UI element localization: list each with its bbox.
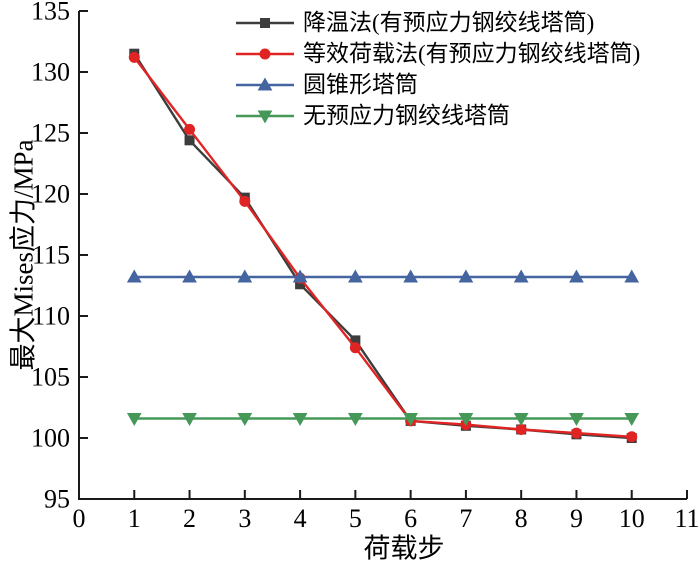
y-tick-label: 135	[31, 0, 70, 26]
data-point-circle-icon	[239, 195, 251, 207]
x-tick-label: 7	[459, 504, 472, 533]
data-point-triangle-down-icon	[513, 412, 529, 426]
data-point-triangle-down-icon	[569, 412, 584, 426]
x-tick-label: 1	[128, 504, 141, 533]
x-tick-label: 11	[674, 504, 699, 533]
data-point-triangle-up-icon	[182, 269, 197, 283]
data-point-circle-icon	[349, 342, 361, 354]
series-line	[133, 56, 632, 438]
y-tick-label: 115	[32, 241, 70, 270]
legend-marker-square-icon	[236, 17, 294, 28]
data-point-triangle-up-icon	[569, 269, 584, 283]
legend-item: 等效荷载法(有预应力钢绞线塔筒)	[236, 38, 640, 69]
y-tick-label: 125	[31, 119, 70, 148]
legend-marker-glyph-icon	[260, 17, 270, 28]
y-tick-label: 120	[31, 180, 70, 209]
legend-item: 无预应力钢绞线塔筒	[236, 100, 640, 131]
x-tick-label: 6	[404, 504, 417, 533]
x-tick-label: 3	[238, 504, 251, 533]
y-axis-title: 最大Mises应力/MPa	[8, 139, 39, 371]
x-tick-label: 10	[619, 504, 645, 533]
legend-item: 圆锥形塔筒	[236, 69, 640, 100]
legend: 降温法(有预应力钢绞线塔筒) 等效荷载法(有预应力钢绞线塔筒) 圆锥形塔筒无预应力钢…	[236, 7, 640, 131]
data-point-triangle-down-icon	[403, 412, 418, 426]
data-point-triangle-down-icon	[348, 412, 363, 426]
data-point-circle-icon	[184, 123, 196, 135]
legend-item: 降温法(有预应力钢绞线塔筒)	[236, 7, 640, 38]
data-point-triangle-down-icon	[126, 412, 142, 426]
legend-marker-triangle-up-icon	[236, 76, 294, 90]
data-point-circle-icon	[570, 427, 582, 439]
y-tick-label: 110	[32, 302, 70, 331]
legend-item-label: 无预应力钢绞线塔筒	[303, 103, 510, 128]
data-point-triangle-up-icon	[624, 269, 640, 283]
y-tick-label: 100	[31, 424, 70, 453]
data-point-circle-icon	[626, 431, 638, 443]
data-point-triangle-down-icon	[458, 412, 474, 426]
x-tick-label: 2	[183, 504, 196, 533]
legend-marker-glyph-icon	[257, 110, 273, 124]
data-point-triangle-up-icon	[513, 269, 529, 283]
legend-item-label: 等效荷载法(有预应力钢绞线塔筒)	[303, 41, 641, 66]
x-tick-label: 8	[515, 504, 528, 533]
legend-marker-triangle-down-icon	[236, 110, 294, 124]
x-axis-title: 荷载步	[363, 533, 445, 564]
data-point-triangle-down-icon	[624, 412, 640, 426]
legend-marker-glyph-icon	[257, 76, 273, 90]
data-point-triangle-up-icon	[237, 269, 253, 283]
x-tick-label: 0	[73, 504, 86, 533]
y-tick-label: 95	[44, 485, 70, 514]
legend-item-label: 降温法(有预应力钢绞线塔筒)	[303, 10, 595, 35]
data-point-circle-icon	[128, 51, 140, 63]
data-point-triangle-down-icon	[182, 412, 197, 426]
series-triangle-down	[126, 412, 640, 426]
data-point-triangle-up-icon	[458, 269, 474, 283]
legend-item-label: 圆锥形塔筒	[303, 72, 418, 97]
data-point-triangle-up-icon	[126, 269, 142, 283]
data-point-triangle-down-icon	[237, 412, 253, 426]
y-tick-label: 105	[31, 363, 70, 392]
x-tick-label: 9	[570, 504, 583, 533]
data-point-triangle-down-icon	[292, 412, 308, 426]
data-point-triangle-up-icon	[403, 269, 418, 283]
data-point-triangle-up-icon	[292, 269, 308, 283]
legend-marker-circle-icon	[236, 48, 294, 59]
data-point-square-icon	[184, 135, 195, 146]
series-triangle-up	[126, 269, 640, 283]
y-tick-label: 130	[31, 58, 70, 87]
x-tick-label: 4	[294, 504, 307, 533]
x-tick-label: 5	[349, 504, 362, 533]
data-point-triangle-up-icon	[348, 269, 363, 283]
legend-marker-glyph-icon	[259, 48, 271, 59]
